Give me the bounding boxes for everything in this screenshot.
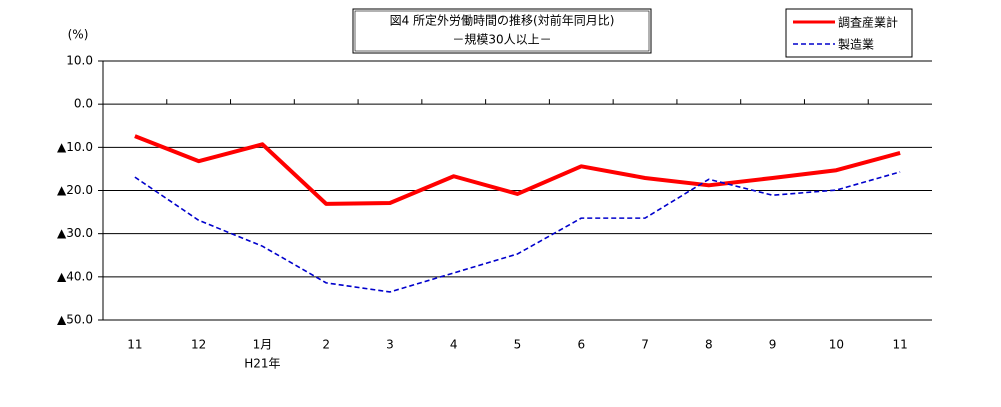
x-tick-label: 10 <box>829 338 844 352</box>
x-tick-label: 12 <box>191 338 206 352</box>
x-tick-label: 11 <box>892 338 907 352</box>
x-tick-label: 2 <box>322 338 330 352</box>
x-tick-label: 7 <box>641 338 649 352</box>
x-tick-label: 11 <box>127 338 142 352</box>
x-tick-label: 1月 <box>253 338 273 352</box>
y-tick-label: 10.0 <box>66 54 93 68</box>
title-box-inner <box>354 10 650 52</box>
series-line <box>134 171 901 293</box>
series-line <box>134 134 901 206</box>
legend-label: 調査産業計 <box>838 15 898 30</box>
x-tick-label: 9 <box>769 338 777 352</box>
x-tick-label: 8 <box>705 338 713 352</box>
y-tick-label: ▲40.0 <box>57 269 93 283</box>
legend-label: 製造業 <box>838 38 874 52</box>
title-box <box>352 8 652 54</box>
y-axis-label: (%) <box>68 28 89 42</box>
chart-subtitle: －規模30人以上－ <box>452 32 551 47</box>
y-tick-label: ▲10.0 <box>57 140 93 154</box>
legend-box <box>785 8 913 58</box>
y-tick-label: ▲20.0 <box>57 183 93 197</box>
y-tick-label: ▲50.0 <box>57 313 93 327</box>
x-tick-label: 3 <box>386 338 394 352</box>
y-tick-label: 0.0 <box>74 97 93 111</box>
x-tick-label: 5 <box>514 338 522 352</box>
x-year-label: H21年 <box>244 357 280 371</box>
x-tick-label: 6 <box>577 338 585 352</box>
y-tick-label: ▲30.0 <box>57 226 93 240</box>
chart-title: 図4 所定外労働時間の推移(対前年同月比) <box>390 13 615 28</box>
x-tick-label: 4 <box>450 338 458 352</box>
